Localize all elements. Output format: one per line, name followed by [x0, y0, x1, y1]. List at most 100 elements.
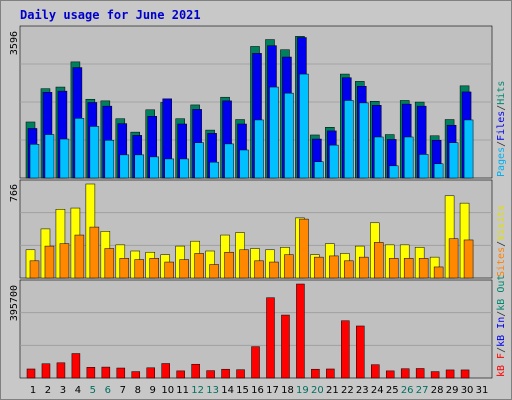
x-tick-label: 10: [161, 385, 174, 396]
pages-bar: [433, 163, 444, 179]
x-tick-label: 17: [266, 385, 279, 396]
legend-separator: /: [496, 105, 507, 111]
pages-bar: [314, 161, 324, 179]
sites-bar: [29, 260, 40, 279]
pages-bar: [269, 86, 279, 179]
x-tick-label: 21: [326, 385, 339, 396]
top-legend: Pages/Files/Hits: [496, 81, 507, 177]
sites-bar: [388, 258, 399, 279]
legend-pages: Pages: [496, 147, 507, 177]
sites-bar: [239, 249, 249, 279]
sites-bar: [344, 260, 354, 279]
legend-separator: /: [496, 311, 507, 317]
x-tick-label: 24: [371, 385, 384, 396]
kb-f-bar: [146, 367, 155, 379]
pages-bar: [224, 143, 234, 179]
x-tick-label: 22: [341, 385, 354, 396]
pages-bar: [239, 149, 249, 179]
kb-f-bar: [236, 369, 245, 379]
top-max-label: 3596: [9, 31, 20, 55]
x-tick-label: 5: [90, 385, 96, 396]
bottom-max-label: 395700: [9, 285, 20, 321]
bottom-legend: kB F/kB In/kB Out: [496, 275, 507, 377]
pages-bar: [74, 118, 85, 179]
kb-f-bar: [41, 363, 51, 379]
legend-kb-f: kB F: [496, 353, 507, 377]
x-tick-label: 15: [236, 385, 249, 396]
x-tick-label: 19: [296, 385, 309, 396]
pages-bar: [194, 142, 204, 179]
pages-bar: [149, 156, 159, 179]
kb-f-bar: [341, 320, 350, 379]
x-axis-labels: 1 2 3 4 5 6 7 8 9 10 11 12 13 14 15 16 17 18 19 20 21 22 23 24 2…: [30, 385, 489, 396]
pages-bar: [134, 154, 145, 179]
chart-title: Daily usage for June 2021: [20, 8, 201, 22]
sites-bar: [164, 261, 174, 279]
x-tick-label: 6: [105, 385, 111, 396]
kb-f-bar: [86, 367, 96, 379]
legend-kb-out: kB Out: [496, 275, 507, 311]
middle-max-label: 766: [9, 184, 20, 202]
kb-f-bar: [445, 369, 455, 379]
sites-bar: [254, 260, 264, 279]
x-tick-label: 29: [446, 385, 459, 396]
sites-bar: [119, 258, 130, 279]
sites-bar: [194, 253, 204, 279]
pages-bar: [119, 154, 130, 179]
sites-bar: [284, 254, 294, 279]
sites-bar: [269, 261, 279, 279]
bars: [25, 36, 474, 379]
kb-f-bar: [371, 364, 380, 379]
pages-bar: [29, 144, 40, 179]
x-tick-label: 28: [431, 385, 444, 396]
kb-f-bar: [71, 353, 81, 379]
sites-bar: [329, 255, 339, 279]
kb-f-bar: [221, 368, 230, 379]
kb-f-bar: [385, 370, 395, 379]
pages-bar: [344, 100, 354, 179]
kb-f-bar: [311, 368, 320, 379]
kb-f-bar: [101, 366, 111, 379]
x-tick-label: 12: [191, 385, 204, 396]
x-tick-label: 11: [176, 385, 189, 396]
pages-bar: [104, 139, 115, 179]
legend-kb-in: kB In: [496, 317, 507, 347]
sites-bar: [403, 258, 414, 279]
legend-separator: /: [496, 347, 507, 353]
x-tick-label: 16: [251, 385, 264, 396]
kb-f-bar: [266, 297, 275, 379]
pages-bar: [284, 92, 294, 179]
pages-bar: [89, 126, 100, 179]
kb-f-bar: [460, 369, 470, 379]
x-tick-label: 30: [461, 385, 474, 396]
pages-bar: [403, 136, 414, 179]
kb-f-bar: [356, 325, 365, 379]
sites-bar: [224, 251, 234, 279]
x-tick-label: 18: [281, 385, 294, 396]
kb-f-bar: [161, 363, 170, 379]
sites-bar: [89, 226, 100, 279]
sites-bar: [374, 242, 384, 279]
pages-bar: [59, 138, 70, 179]
sites-bar: [44, 245, 55, 279]
pages-bar: [254, 119, 264, 179]
x-tick-label: 23: [356, 385, 369, 396]
sites-bar: [179, 259, 189, 279]
x-tick-label: 13: [206, 385, 219, 396]
pages-bar: [329, 144, 339, 179]
sites-bar: [418, 258, 429, 279]
sites-bar: [134, 259, 145, 279]
pages-bar: [164, 158, 174, 179]
x-tick-label: 1: [30, 385, 36, 396]
kb-f-bar: [206, 370, 215, 379]
pages-bar: [299, 73, 309, 179]
x-tick-label: 4: [75, 385, 81, 396]
pages-bar: [179, 158, 189, 179]
sites-bar: [359, 256, 369, 279]
legend-sites: Sites: [496, 247, 507, 277]
sites-bar: [209, 264, 219, 279]
x-tick-label: 25: [386, 385, 399, 396]
sites-bar: [74, 234, 85, 279]
sites-bar: [448, 238, 459, 279]
x-tick-label: 2: [45, 385, 51, 396]
